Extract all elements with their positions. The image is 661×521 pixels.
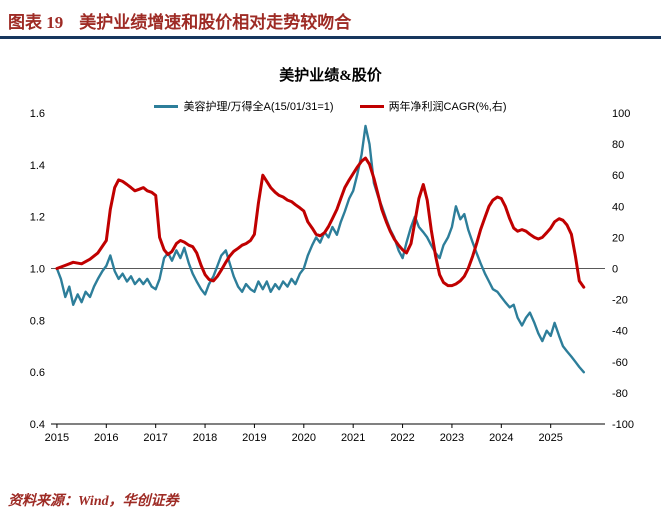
x-axis-tick-label: 2020 xyxy=(292,432,316,444)
x-axis-tick-label: 2024 xyxy=(489,432,513,444)
left-axis-tick-label: 0.8 xyxy=(30,315,45,327)
left-axis-tick-label: 0.4 xyxy=(30,419,45,431)
left-axis-tick-label: 1.2 xyxy=(30,212,45,224)
left-axis-tick-label: 0.6 xyxy=(30,367,45,379)
figure-header: 图表 19 美护业绩增速和股价相对走势较吻合 xyxy=(8,8,351,33)
legend-label-stock-ratio: 美容护理/万得全A(15/01/31=1) xyxy=(183,101,334,113)
right-axis-tick-label: -80 xyxy=(612,388,628,400)
chart-title: 美护业绩&股价 xyxy=(279,68,382,84)
right-axis-tick-label: -60 xyxy=(612,357,628,369)
x-axis-tick-label: 2017 xyxy=(143,432,167,444)
figure-number: 图表 19 xyxy=(8,13,64,32)
left-axis-tick-label: 1.6 xyxy=(30,108,45,120)
profit-cagr-line xyxy=(55,156,586,289)
blue-line-swatch xyxy=(154,104,179,108)
right-axis-tick-label: 60 xyxy=(612,170,624,182)
stock-ratio-line xyxy=(55,124,585,374)
x-axis-tick-label: 2019 xyxy=(242,432,266,444)
x-axis-tick-label: 2023 xyxy=(440,432,464,444)
right-axis-tick-label: 40 xyxy=(612,201,624,213)
red-line-swatch xyxy=(359,104,384,108)
chart-legend: 美容护理/万得全A(15/01/31=1) 两年净利润CAGR(%,右) xyxy=(0,98,661,114)
right-axis-tick-label: 20 xyxy=(612,232,624,244)
x-axis-tick-label: 2025 xyxy=(538,432,562,444)
legend-label-cagr: 两年净利润CAGR(%,右) xyxy=(388,101,507,113)
x-axis-tick-label: 2015 xyxy=(45,432,69,444)
legend-item-stock-ratio: 美容护理/万得全A(15/01/31=1) xyxy=(154,98,334,114)
right-axis-tick-label: -40 xyxy=(612,326,628,338)
right-axis-tick-label: 100 xyxy=(612,108,630,120)
right-axis-tick-label: -20 xyxy=(612,295,628,307)
left-axis-tick-label: 1.0 xyxy=(30,264,45,276)
source-note: 资料来源：Wind，华创证券 xyxy=(8,494,179,509)
x-axis-tick-label: 2018 xyxy=(193,432,217,444)
x-axis-tick-label: 2016 xyxy=(94,432,118,444)
figure-title: 美护业绩增速和股价相对走势较吻合 xyxy=(79,13,352,32)
x-axis-tick-label: 2022 xyxy=(390,432,414,444)
x-axis-tick-label: 2021 xyxy=(341,432,365,444)
legend-item-cagr: 两年净利润CAGR(%,右) xyxy=(359,98,507,114)
right-axis-tick-label: 0 xyxy=(612,264,618,276)
left-axis-tick-label: 1.4 xyxy=(30,160,45,172)
header-divider xyxy=(0,36,661,39)
right-axis-tick-label: -100 xyxy=(612,419,634,431)
right-axis-tick-label: 80 xyxy=(612,139,624,151)
